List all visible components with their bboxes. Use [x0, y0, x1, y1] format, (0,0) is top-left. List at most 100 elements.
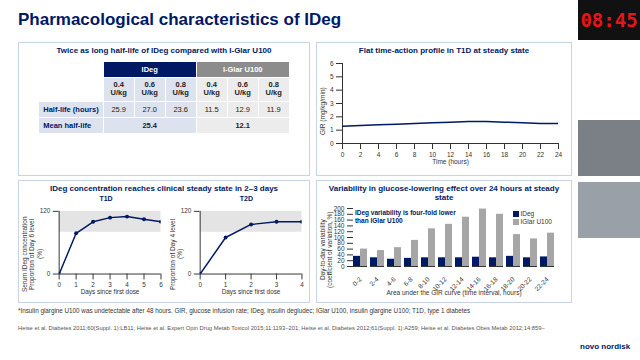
svg-text:10: 10 [429, 151, 437, 159]
html-text:23.6: 23.6 [173, 104, 188, 114]
svg-text:100: 100 [333, 234, 345, 241]
svg-text:8-10: 8-10 [416, 275, 431, 291]
svg-text:0: 0 [340, 263, 345, 270]
html-text:T2D: T2D [239, 195, 253, 203]
svg-text:Days since first dose: Days since first dose [81, 288, 140, 296]
svg-text:120: 120 [40, 208, 51, 215]
svg-text:14-16: 14-16 [464, 275, 482, 293]
svg-text:6-8: 6-8 [402, 276, 414, 288]
svg-text:20-22: 20-22 [515, 275, 533, 293]
html-text:Pharmacological characteristic: Pharmacological characteristics of IDeg [18, 10, 342, 29]
svg-text:12-14: 12-14 [447, 275, 465, 293]
svg-text:6: 6 [160, 282, 164, 289]
html-text:GIR (mg/kg/min): GIR (mg/kg/min) [319, 87, 326, 135]
svg-text:0: 0 [330, 140, 334, 147]
html-text:11.5: 11.5 [204, 104, 219, 114]
html-text:Mean half-life: Mean half-life [43, 120, 92, 130]
html-text:0.6 U/kg: 0.6 U/kg [141, 80, 158, 98]
html-text:08:45: 08:45 [580, 9, 638, 31]
html-text:Proportion of Day 6 level (%): Proportion of Day 6 level (%) [28, 218, 43, 290]
svg-text:1: 1 [330, 126, 334, 133]
svg-text:16: 16 [483, 151, 491, 158]
html-text:12.9: 12.9 [235, 104, 250, 114]
svg-text:0: 0 [187, 270, 191, 277]
svg-text:18: 18 [501, 151, 509, 158]
html-text:12.1: 12.1 [235, 120, 250, 130]
html-text:Day-to-day variability: Day-to-day variability [319, 220, 326, 281]
svg-text:4: 4 [377, 151, 381, 158]
html-text:Heise et al. Diabetes 2011;60(: Heise et al. Diabetes 2011;60(Suppl. 1):… [18, 325, 545, 331]
svg-text:16-18: 16-18 [481, 275, 499, 293]
svg-text:0: 0 [341, 151, 345, 158]
svg-text:6: 6 [330, 60, 334, 67]
html-text:*Insulin glargine U100 was und: *Insulin glargine U100 was undetectable … [18, 307, 471, 314]
svg-text:40: 40 [337, 251, 345, 259]
svg-text:2: 2 [91, 281, 96, 289]
svg-text:2: 2 [249, 281, 253, 289]
svg-text:12: 12 [447, 151, 455, 159]
svg-text:24: 24 [555, 151, 563, 158]
html-text:Serum IDeg concentration: Serum IDeg concentration [21, 216, 28, 292]
svg-text:Days since first dose: Days since first dose [221, 288, 280, 296]
svg-text:4: 4 [300, 282, 304, 289]
svg-text:120: 120 [180, 208, 191, 215]
svg-text:0: 0 [47, 270, 51, 277]
svg-text:2-4: 2-4 [368, 276, 380, 288]
html-text:0.4 U/kg: 0.4 U/kg [110, 80, 127, 98]
html-text:25.9: 25.9 [111, 104, 126, 114]
html-text:IDeg variability is four-fold: IDeg variability is four-fold lower than… [354, 209, 456, 224]
svg-text:20: 20 [519, 151, 527, 158]
html-text:Flat time-action profile in T1: Flat time-action profile in T1D at stead… [358, 46, 530, 55]
html-text:IGlar U100: IGlar U100 [520, 218, 552, 226]
svg-text:5: 5 [330, 73, 334, 80]
html-text:11.9: 11.9 [266, 104, 281, 114]
html-text:IDeg: IDeg [520, 210, 535, 218]
svg-text:22-24: 22-24 [533, 276, 550, 293]
svg-text:10-12: 10-12 [430, 275, 448, 293]
html-text:IDeg concentration reaches cli: IDeg concentration reaches clinical stea… [49, 184, 278, 193]
svg-text:4-6: 4-6 [385, 276, 397, 288]
svg-text:80: 80 [337, 239, 345, 247]
svg-text:20: 20 [337, 257, 345, 265]
svg-text:3: 3 [330, 100, 334, 107]
html-text:Proportion of Day 4 level (%): Proportion of Day 4 level (%) [168, 218, 184, 290]
html-text:0.8 U/kg: 0.8 U/kg [265, 80, 282, 98]
svg-text:120: 120 [333, 228, 345, 236]
html-text:Twice as long half-life of IDe: Twice as long half-life of IDeg compared… [56, 46, 272, 55]
svg-text:1: 1 [223, 281, 228, 289]
svg-text:Time (hours): Time (hours) [433, 158, 470, 166]
svg-text:22: 22 [537, 151, 545, 158]
svg-text:6: 6 [395, 151, 399, 158]
html-text:T1D: T1D [99, 195, 113, 203]
svg-text:160: 160 [333, 216, 345, 224]
svg-text:0: 0 [58, 282, 62, 289]
html-text:novo nordisk: novo nordisk [580, 342, 631, 351]
svg-text:200: 200 [334, 205, 345, 212]
html-text:0.4 U/kg: 0.4 U/kg [203, 80, 220, 98]
svg-text:Area under the GIR curve (time: Area under the GIR curve (time interval,… [386, 289, 521, 297]
svg-text:5: 5 [143, 282, 147, 289]
svg-text:14: 14 [465, 151, 473, 159]
svg-text:180: 180 [333, 210, 345, 218]
html-text:25.4: 25.4 [142, 120, 157, 130]
svg-text:2: 2 [330, 113, 334, 120]
svg-text:2: 2 [359, 151, 363, 158]
html-text:IDeg: IDeg [141, 65, 158, 75]
svg-text:4: 4 [125, 281, 130, 289]
svg-text:0: 0 [198, 282, 202, 289]
html-text:27.0: 27.0 [142, 104, 157, 114]
html-text:0.8 U/kg: 0.8 U/kg [172, 80, 189, 98]
svg-text:18-20: 18-20 [498, 275, 516, 293]
svg-text:8: 8 [413, 151, 417, 158]
svg-text:60: 60 [337, 245, 345, 253]
html-text:I-Glar U100: I-Glar U100 [222, 65, 263, 75]
html-text:(coefficient of variation, %): (coefficient of variation, %) [326, 212, 334, 289]
html-text:0.6 U/kg: 0.6 U/kg [234, 80, 251, 98]
svg-text:4: 4 [330, 86, 334, 93]
svg-text:1: 1 [75, 282, 79, 289]
svg-text:3: 3 [108, 281, 113, 289]
html-text:Variability in glucose-lowerin: Variability in glucose-lowering effect o… [328, 184, 560, 203]
svg-text:140: 140 [333, 222, 345, 230]
html-text:Half-life (hours): Half-life (hours) [43, 104, 99, 114]
svg-text:0-2: 0-2 [351, 276, 363, 288]
